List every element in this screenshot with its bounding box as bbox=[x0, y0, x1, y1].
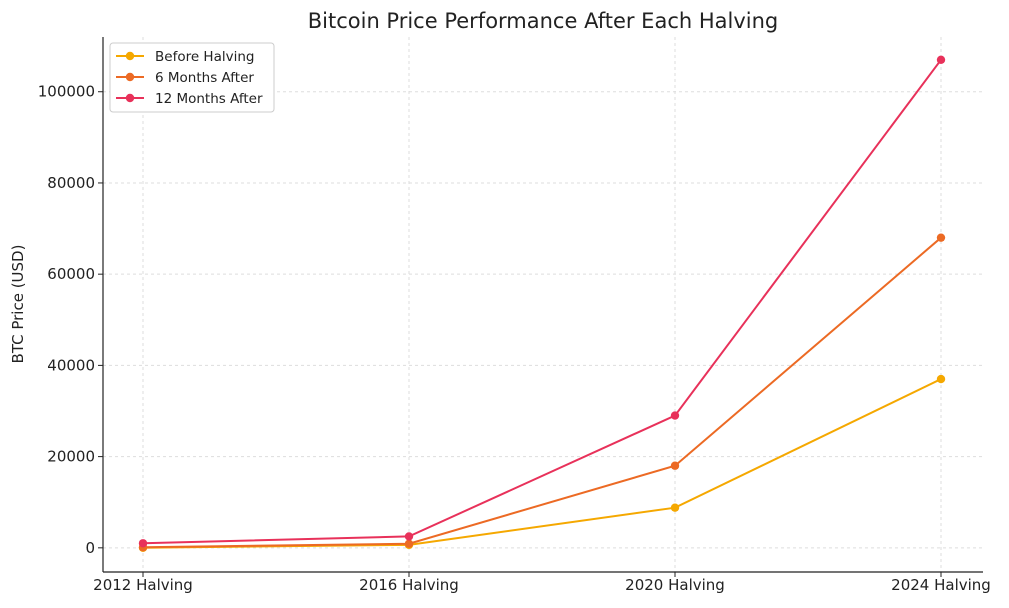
series-line bbox=[142, 236, 942, 549]
legend-marker bbox=[125, 72, 135, 82]
series-before-halving bbox=[138, 374, 946, 552]
data-point bbox=[936, 233, 946, 242]
series-line bbox=[142, 378, 942, 549]
y-tick-label: 60000 bbox=[47, 265, 95, 283]
legend-label: 12 Months After bbox=[155, 91, 263, 107]
y-tick-label: 20000 bbox=[47, 448, 95, 466]
y-tick-label: 80000 bbox=[47, 174, 95, 192]
data-point bbox=[138, 539, 148, 548]
x-tick-label: 2024 Halving bbox=[891, 576, 991, 594]
x-tick-label: 2016 Halving bbox=[359, 576, 459, 594]
y-tick-label: 40000 bbox=[47, 356, 95, 374]
series-6-months-after bbox=[138, 233, 946, 552]
x-tick-label: 2020 Halving bbox=[625, 576, 725, 594]
data-point bbox=[936, 55, 946, 65]
y-tick-label: 100000 bbox=[38, 83, 95, 101]
data-point bbox=[670, 461, 680, 470]
x-tick-label: 2012 Halving bbox=[93, 576, 193, 594]
data-point bbox=[404, 539, 414, 548]
legend-marker bbox=[125, 93, 135, 103]
data-point bbox=[936, 374, 946, 384]
legend-label: 6 Months After bbox=[155, 70, 254, 86]
series-line bbox=[142, 59, 942, 545]
legend-marker bbox=[125, 51, 135, 61]
y-axis-label: BTC Price (USD) bbox=[9, 245, 27, 364]
y-tick-label: 0 bbox=[85, 539, 95, 557]
series-12-months-after bbox=[138, 55, 946, 548]
chart-title: Bitcoin Price Performance After Each Hal… bbox=[308, 9, 779, 33]
data-point bbox=[670, 411, 680, 420]
legend-label: Before Halving bbox=[155, 49, 254, 65]
data-point bbox=[670, 503, 680, 512]
legend-box bbox=[109, 42, 275, 113]
data-point bbox=[404, 532, 414, 541]
legend: Before Halving 6 Months After 12 Months Af… bbox=[109, 42, 275, 113]
